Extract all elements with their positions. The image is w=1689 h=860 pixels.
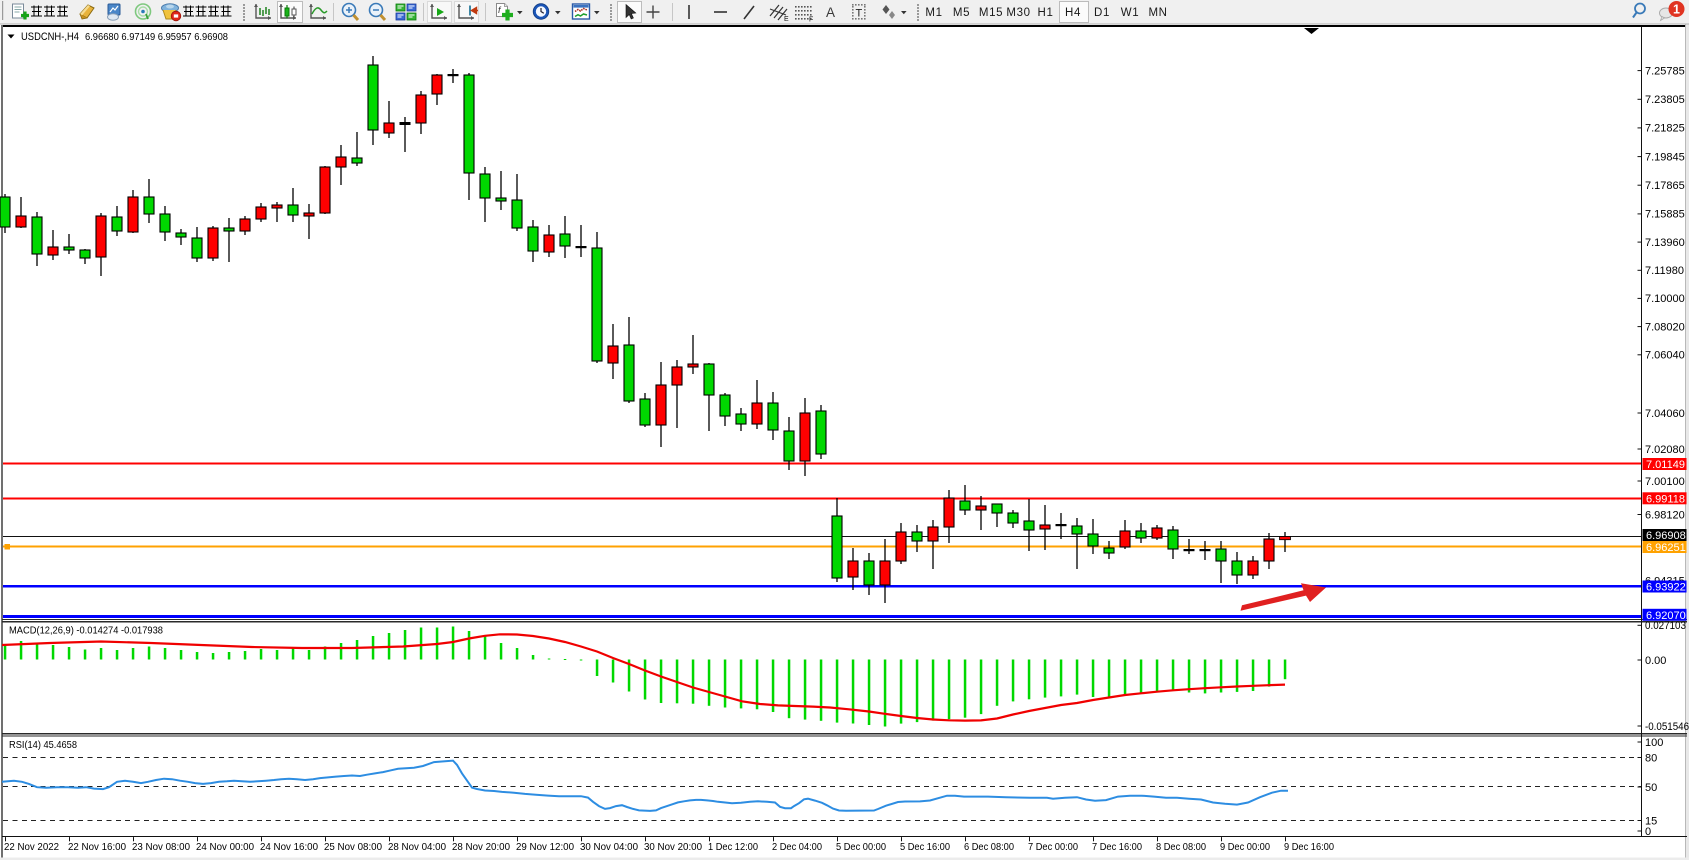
svg-text:M5: M5: [953, 7, 970, 19]
svg-text:MACD(12,26,9) -0.014274 -0.017: MACD(12,26,9) -0.014274 -0.017938: [9, 625, 163, 637]
svg-text:D1: D1: [1094, 7, 1110, 19]
svg-text:28 Nov 20:00: 28 Nov 20:00: [452, 841, 510, 853]
svg-text:7.11980: 7.11980: [1645, 265, 1684, 277]
svg-text:7 Dec 00:00: 7 Dec 00:00: [1028, 841, 1078, 853]
svg-text:6.99118: 6.99118: [1646, 493, 1685, 505]
svg-text:E: E: [784, 16, 789, 23]
svg-text:2 Dec 04:00: 2 Dec 04:00: [772, 841, 822, 853]
svg-text:80: 80: [1645, 752, 1657, 764]
svg-text:7.01149: 7.01149: [1646, 459, 1685, 471]
svg-text:7 Dec 16:00: 7 Dec 16:00: [1092, 841, 1142, 853]
svg-text:6.96908: 6.96908: [1646, 530, 1686, 542]
svg-text:6.92070: 6.92070: [1646, 610, 1686, 622]
svg-text:6 Dec 08:00: 6 Dec 08:00: [964, 841, 1014, 853]
svg-text:7.21825: 7.21825: [1645, 123, 1685, 135]
svg-text:15: 15: [1645, 815, 1657, 827]
svg-text:f: f: [498, 5, 502, 15]
svg-text:0.00: 0.00: [1645, 655, 1666, 667]
svg-text:H4: H4: [1065, 7, 1081, 19]
svg-text:7.25785: 7.25785: [1645, 65, 1685, 77]
svg-text:23 Nov 08:00: 23 Nov 08:00: [132, 841, 190, 853]
svg-text:1 Dec 12:00: 1 Dec 12:00: [708, 841, 758, 853]
svg-text:7.17865: 7.17865: [1645, 180, 1685, 192]
svg-text:7.08020: 7.08020: [1645, 321, 1685, 333]
svg-text:RSI(14) 45.4658: RSI(14) 45.4658: [9, 739, 77, 751]
svg-text:9 Dec 16:00: 9 Dec 16:00: [1284, 841, 1334, 853]
svg-text:7.10000: 7.10000: [1645, 293, 1685, 305]
svg-text:M1: M1: [925, 7, 942, 19]
svg-text:24 Nov 00:00: 24 Nov 00:00: [196, 841, 254, 853]
svg-text:H1: H1: [1038, 7, 1054, 19]
svg-text:USDCNH-,H4: USDCNH-,H4: [21, 31, 79, 43]
svg-text:M15: M15: [979, 7, 1003, 19]
svg-text:0.027103: 0.027103: [1645, 620, 1686, 632]
svg-text:8 Dec 08:00: 8 Dec 08:00: [1156, 841, 1206, 853]
svg-text:22 Nov 16:00: 22 Nov 16:00: [68, 841, 126, 853]
svg-text:M30: M30: [1006, 7, 1030, 19]
svg-text:6.93922: 6.93922: [1646, 582, 1686, 594]
svg-text:7.15885: 7.15885: [1645, 209, 1685, 221]
svg-text:7.00100: 7.00100: [1645, 476, 1685, 488]
svg-text:50: 50: [1645, 782, 1657, 794]
svg-text:T: T: [856, 8, 863, 20]
svg-text:7.19845: 7.19845: [1645, 151, 1685, 163]
svg-text:6.96251: 6.96251: [1646, 542, 1686, 554]
svg-text:100: 100: [1645, 737, 1663, 749]
svg-text:25 Nov 08:00: 25 Nov 08:00: [324, 841, 382, 853]
svg-text:7.04060: 7.04060: [1645, 408, 1685, 420]
svg-text:F: F: [809, 17, 813, 24]
svg-text:29 Nov 12:00: 29 Nov 12:00: [516, 841, 574, 853]
svg-text:W1: W1: [1121, 7, 1139, 19]
svg-text:-0.051546: -0.051546: [1645, 721, 1689, 733]
svg-text:MN: MN: [1148, 7, 1167, 19]
svg-text:1: 1: [1673, 3, 1680, 17]
svg-text:6.98120: 6.98120: [1645, 509, 1685, 521]
svg-text:7.06040: 7.06040: [1645, 350, 1685, 362]
svg-text:0: 0: [1645, 826, 1651, 838]
svg-text:7.23805: 7.23805: [1645, 94, 1685, 106]
svg-text:7.13960: 7.13960: [1645, 237, 1685, 249]
svg-text:24 Nov 16:00: 24 Nov 16:00: [260, 841, 318, 853]
svg-text:22 Nov 2022: 22 Nov 2022: [4, 841, 59, 853]
svg-text:28 Nov 04:00: 28 Nov 04:00: [388, 841, 446, 853]
svg-text:A: A: [826, 5, 835, 20]
svg-text:30 Nov 04:00: 30 Nov 04:00: [580, 841, 638, 853]
svg-text:6.96680 6.97149 6.95957 6.9690: 6.96680 6.97149 6.95957 6.96908: [85, 32, 228, 43]
svg-text:5 Dec 16:00: 5 Dec 16:00: [900, 841, 950, 853]
svg-text:9 Dec 00:00: 9 Dec 00:00: [1220, 841, 1270, 853]
svg-text:30 Nov 20:00: 30 Nov 20:00: [644, 841, 702, 853]
svg-text:5 Dec 00:00: 5 Dec 00:00: [836, 841, 886, 853]
svg-text:7.02080: 7.02080: [1645, 444, 1685, 456]
